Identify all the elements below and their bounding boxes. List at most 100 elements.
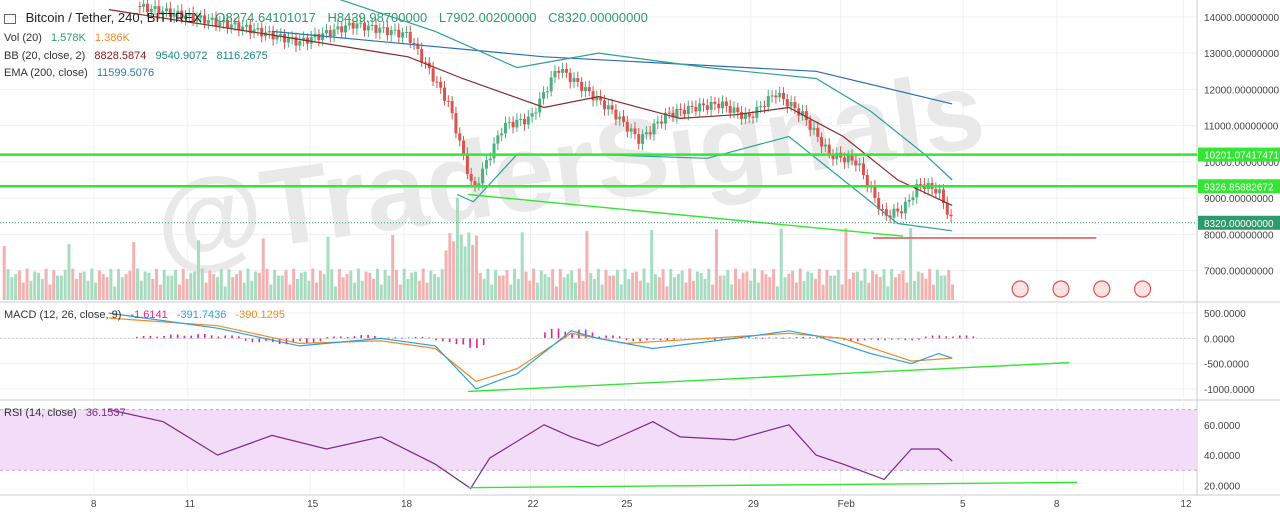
macd-hist-bar-16-2 bbox=[612, 335, 614, 339]
volume-bar-234 bbox=[893, 277, 897, 300]
volume-bar-183 bbox=[699, 272, 703, 300]
volume-bar-71 bbox=[273, 269, 277, 300]
macd-hist-bar-6-1 bbox=[306, 338, 308, 343]
volume-bar-9 bbox=[36, 272, 40, 300]
candle-body-115 bbox=[576, 78, 580, 83]
candle-body-51 bbox=[332, 29, 336, 37]
macd-hist-bar-24-1 bbox=[850, 338, 852, 342]
volume-bar-31 bbox=[120, 277, 124, 300]
candle-body-60 bbox=[366, 25, 370, 31]
ema-legend[interactable]: EMA (200, close) 11599.5076 bbox=[4, 67, 160, 79]
volume-bar-17 bbox=[67, 244, 71, 300]
event-icon-2 bbox=[1093, 280, 1111, 298]
candle-body-188 bbox=[854, 160, 858, 166]
candle-body-103 bbox=[530, 113, 534, 117]
volume-bar-239 bbox=[912, 280, 916, 300]
candle-body-98 bbox=[511, 121, 515, 128]
volume-bar-70 bbox=[269, 284, 273, 300]
candle-body-68 bbox=[397, 29, 401, 38]
candle-body-137 bbox=[660, 121, 664, 124]
bollinger-legend[interactable]: BB (20, close, 2) 8828.5874 9540.9072 81… bbox=[4, 50, 274, 62]
macd-legend[interactable]: MACD (12, 26, close, 9) -1.6141 -391.743… bbox=[4, 309, 291, 321]
candle-body-65 bbox=[385, 27, 389, 36]
macd-hist-bar-7-2 bbox=[340, 336, 342, 339]
candle-body-10 bbox=[176, 10, 180, 14]
volume-bar-7 bbox=[29, 280, 33, 300]
volume-bar-48 bbox=[185, 278, 189, 300]
candle-body-16 bbox=[199, 15, 203, 18]
x-tick-1: 11 bbox=[185, 499, 196, 510]
volume-bar-219 bbox=[836, 269, 840, 300]
candle-body-134 bbox=[648, 132, 652, 135]
volume-bar-232 bbox=[886, 286, 890, 300]
bb-label: BB (20, close, 2) bbox=[4, 50, 86, 62]
volume-bar-100 bbox=[383, 269, 387, 300]
candle-body-202 bbox=[907, 200, 911, 202]
volume-legend[interactable]: Vol (20) 1.578K 1.386K bbox=[4, 32, 136, 44]
volume-bar-102 bbox=[391, 235, 395, 300]
rsi-legend[interactable]: RSI (14, close) 36.1537 bbox=[4, 407, 132, 419]
volume-bar-233 bbox=[890, 269, 894, 300]
macd-hist-bar-3-1 bbox=[224, 335, 227, 339]
candle-body-178 bbox=[816, 127, 820, 137]
volume-bar-2 bbox=[10, 277, 14, 300]
candle-body-108 bbox=[549, 77, 553, 92]
volume-bar-53 bbox=[204, 282, 208, 300]
volume-bar-103 bbox=[395, 269, 399, 300]
volume-bar-81 bbox=[311, 268, 315, 300]
volume-bar-236 bbox=[901, 270, 905, 300]
x-tick-4: 22 bbox=[527, 499, 539, 510]
macd-hist-bar-28-3 bbox=[972, 336, 975, 339]
candle-body-11 bbox=[180, 10, 184, 20]
macd-hist-bar-5-3 bbox=[292, 338, 295, 343]
macd-hist-bar-13-2 bbox=[476, 338, 478, 349]
candle-body-209 bbox=[934, 188, 938, 194]
macd-hist-bar-1-3 bbox=[183, 335, 186, 339]
candle-body-199 bbox=[896, 208, 900, 212]
volume-bar-21 bbox=[82, 271, 86, 300]
candle-body-74 bbox=[420, 48, 424, 63]
macd-hist-bar-16-3 bbox=[618, 336, 621, 339]
candle-body-29 bbox=[248, 24, 252, 34]
volume-bar-175 bbox=[669, 269, 673, 300]
volume-bar-28 bbox=[109, 269, 113, 300]
volume-value: 1.578K bbox=[50, 32, 86, 44]
macd-line bbox=[108, 312, 953, 390]
macd-hist-bar-8-3 bbox=[374, 336, 376, 339]
volume-bar-157 bbox=[600, 284, 604, 300]
candle-body-109 bbox=[553, 70, 557, 78]
symbol-name[interactable]: Bitcoin / Tether, 240, BITTREX bbox=[25, 10, 202, 25]
volume-bar-238 bbox=[909, 228, 913, 300]
volume-bar-176 bbox=[673, 277, 677, 300]
macd-hist-bar-9-2 bbox=[394, 337, 397, 339]
bb-lower-value: 8116.2675 bbox=[216, 50, 268, 62]
volume-bar-140 bbox=[535, 282, 539, 300]
candle-body-193 bbox=[873, 186, 877, 198]
candle-body-102 bbox=[526, 116, 530, 125]
macd-hist-bar-1-2 bbox=[176, 334, 179, 339]
volume-bar-18 bbox=[71, 268, 75, 300]
candle-body-72 bbox=[412, 42, 416, 44]
price-tick-5: 9000.00000000 bbox=[1204, 194, 1274, 205]
macd-hist-bar-24-2 bbox=[856, 338, 859, 342]
volume-bar-144 bbox=[551, 269, 555, 300]
menu-icon[interactable] bbox=[4, 13, 16, 24]
volume-bar-164 bbox=[627, 279, 631, 300]
candle-body-2 bbox=[145, 3, 149, 13]
candle-body-169 bbox=[781, 92, 785, 100]
candle-body-142 bbox=[679, 108, 683, 110]
candle-body-17 bbox=[203, 15, 207, 24]
volume-bar-14 bbox=[56, 275, 60, 300]
macd-hist-bar-17-2 bbox=[639, 338, 641, 342]
macd-tick-1: 0.0000 bbox=[1204, 334, 1235, 345]
volume-bar-159 bbox=[608, 275, 612, 300]
low-value: L7902.00200000 bbox=[438, 10, 537, 25]
candle-body-172 bbox=[793, 102, 797, 109]
x-tick-6: 29 bbox=[748, 499, 760, 510]
candle-body-112 bbox=[564, 69, 568, 73]
volume-bar-139 bbox=[532, 268, 536, 300]
volume-bar-26 bbox=[101, 274, 105, 300]
candle-body-159 bbox=[743, 113, 747, 119]
candle-body-114 bbox=[572, 78, 576, 82]
